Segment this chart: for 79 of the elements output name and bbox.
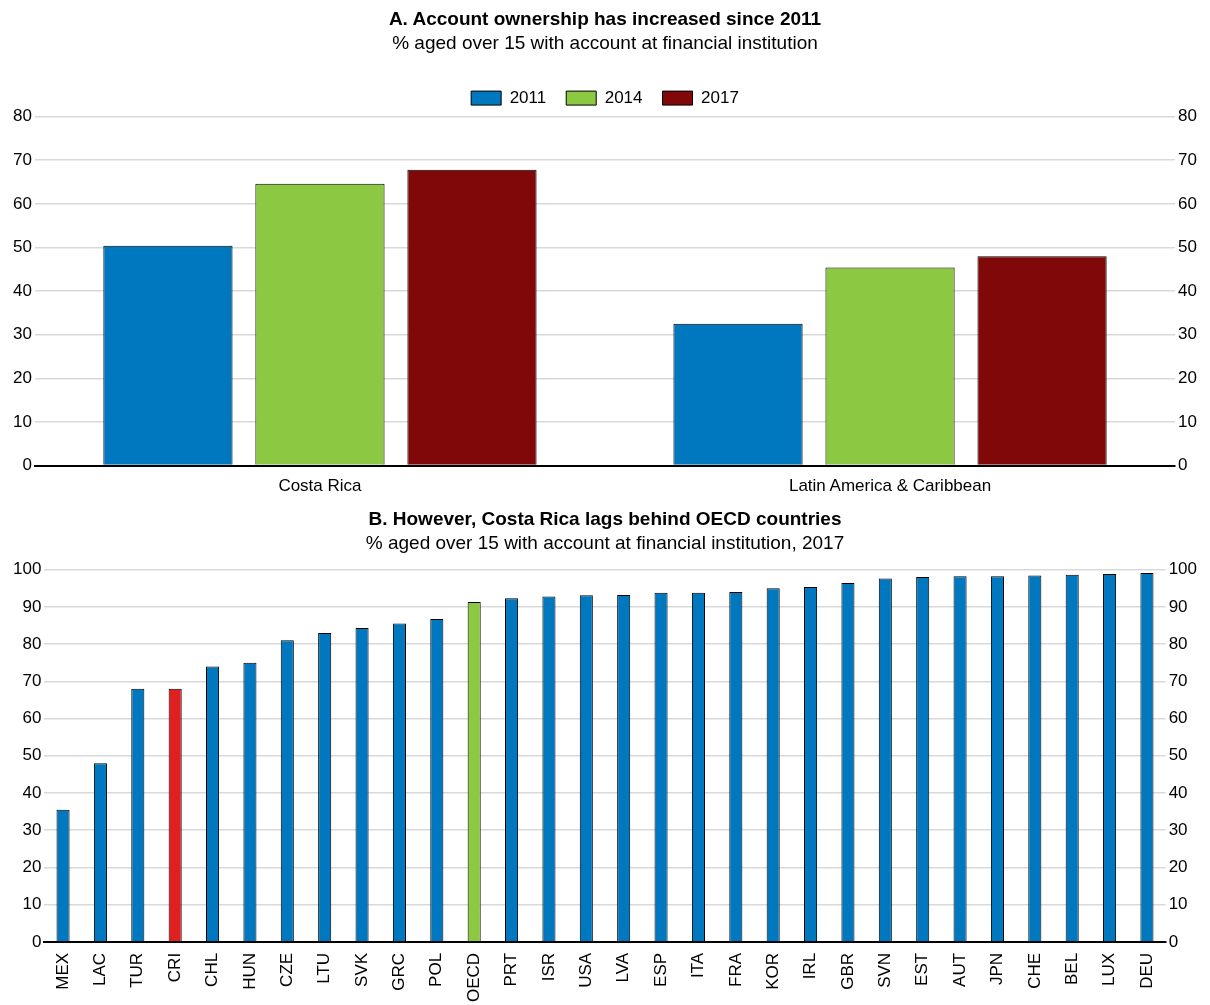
y-tick-label: 90 bbox=[22, 596, 42, 616]
y-tick-label: 10 bbox=[22, 894, 42, 914]
y-tick-label: 20 bbox=[12, 368, 32, 388]
x-tick-label: GRC bbox=[389, 952, 409, 991]
y2-tick-label: 80 bbox=[1178, 106, 1198, 126]
y-tick-label: 50 bbox=[12, 237, 32, 257]
chart-title: B. However, Costa Rica lags behind OECD countries bbox=[368, 507, 842, 529]
x-tick-label: IRL bbox=[800, 952, 820, 980]
y2-tick-label: 70 bbox=[1178, 149, 1198, 169]
y2-tick-label: 30 bbox=[1178, 324, 1198, 344]
x-tick-label: CRI bbox=[164, 952, 184, 983]
x-tick-label: DEU bbox=[1136, 952, 1156, 989]
y-tick-label: 30 bbox=[12, 324, 32, 344]
x-tick-label: BEL bbox=[1061, 952, 1081, 986]
chart-subtitle: % aged over 15 with account at financial institution, 2017 bbox=[365, 532, 845, 554]
y2-tick-label: 30 bbox=[1168, 819, 1188, 839]
x-tick-label: HUN bbox=[239, 952, 259, 990]
x-tick-label: FRA bbox=[725, 952, 745, 987]
x-tick-label: GBR bbox=[837, 952, 857, 990]
legend-label: 2014 bbox=[604, 87, 643, 107]
x-tick-label: ITA bbox=[688, 952, 708, 979]
y2-tick-label: 20 bbox=[1178, 368, 1198, 388]
x-tick-label: Latin America & Caribbean bbox=[788, 476, 992, 496]
x-tick-label: CHE bbox=[1024, 952, 1044, 989]
y2-tick-label: 10 bbox=[1168, 894, 1188, 914]
y2-tick-label: 0 bbox=[1168, 931, 1179, 951]
y2-tick-label: 60 bbox=[1168, 708, 1188, 728]
x-tick-label: Costa Rica bbox=[278, 476, 363, 496]
x-tick-label: USA bbox=[576, 952, 595, 988]
y2-tick-label: 40 bbox=[1178, 280, 1198, 300]
x-tick-label: SVN bbox=[875, 952, 895, 988]
x-tick-label: KOR bbox=[762, 952, 782, 990]
y-tick-label: 80 bbox=[22, 633, 42, 653]
y-tick-label: 80 bbox=[12, 106, 32, 126]
y-tick-label: 100 bbox=[12, 559, 42, 579]
y-tick-label: 30 bbox=[22, 819, 42, 839]
y2-tick-label: 10 bbox=[1178, 411, 1198, 431]
legend-label: 2011 bbox=[509, 87, 547, 107]
x-tick-label: TUR bbox=[127, 952, 147, 988]
y-tick-label: 10 bbox=[12, 411, 32, 431]
x-tick-label: JPN bbox=[987, 952, 1007, 986]
y-tick-label: 40 bbox=[22, 782, 42, 802]
y2-tick-label: 70 bbox=[1168, 670, 1188, 690]
x-tick-label: ISR bbox=[538, 952, 558, 982]
x-tick-label: SVK bbox=[351, 952, 371, 987]
x-tick-label: LVA bbox=[613, 952, 633, 983]
y2-tick-label: 60 bbox=[1178, 193, 1198, 213]
chart-subtitle: % aged over 15 with account at financial institution bbox=[392, 32, 818, 54]
x-tick-label: POL bbox=[426, 952, 446, 987]
y-tick-label: 60 bbox=[22, 708, 42, 728]
y-tick-label: 60 bbox=[12, 193, 32, 213]
x-tick-label: EST bbox=[912, 952, 932, 986]
chart-title: A. Account ownership has increased since 2011 bbox=[388, 7, 822, 29]
x-tick-label: LAC bbox=[90, 952, 110, 986]
y2-tick-label: 40 bbox=[1168, 782, 1188, 802]
y2-tick-label: 0 bbox=[1178, 455, 1188, 475]
y2-tick-label: 50 bbox=[1178, 237, 1198, 257]
x-tick-label: AUT bbox=[949, 952, 969, 987]
x-tick-label: MEX bbox=[52, 952, 72, 990]
y-tick-label: 0 bbox=[31, 931, 42, 951]
y-tick-label: 70 bbox=[22, 670, 42, 690]
y-tick-label: 40 bbox=[12, 280, 32, 300]
y-tick-label: 70 bbox=[12, 149, 32, 169]
x-tick-label: LTU bbox=[314, 952, 334, 984]
legend-label: 2017 bbox=[701, 87, 739, 107]
y2-tick-label: 80 bbox=[1168, 633, 1188, 653]
y-tick-label: 20 bbox=[22, 857, 42, 877]
x-tick-label: OECD bbox=[463, 952, 483, 1003]
x-tick-label: CHL bbox=[202, 952, 222, 987]
x-tick-label: LUX bbox=[1099, 952, 1119, 986]
x-tick-label: CZE bbox=[276, 952, 296, 987]
y2-tick-label: 20 bbox=[1168, 857, 1188, 877]
y2-tick-label: 100 bbox=[1168, 559, 1198, 579]
x-tick-label: ESP bbox=[650, 952, 670, 987]
y2-tick-label: 90 bbox=[1168, 596, 1188, 616]
x-tick-label: PRT bbox=[501, 952, 521, 987]
y-tick-label: 0 bbox=[22, 455, 32, 475]
y2-tick-label: 50 bbox=[1168, 745, 1188, 765]
y-tick-label: 50 bbox=[22, 745, 42, 765]
